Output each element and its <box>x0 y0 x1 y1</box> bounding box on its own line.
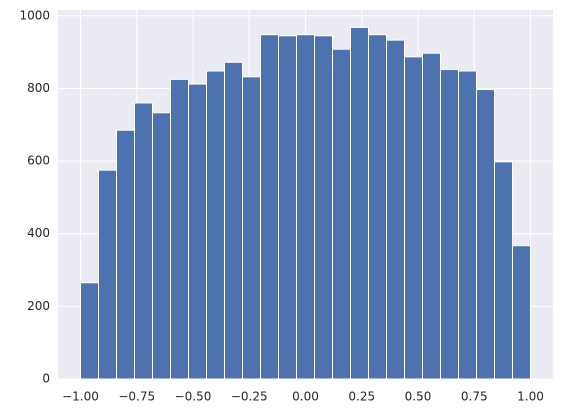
bar <box>116 129 135 380</box>
x-tick-label: 0.25 <box>348 390 375 404</box>
bar <box>404 56 423 380</box>
bar <box>314 35 333 380</box>
bar <box>458 70 477 380</box>
x-tick-label: −1.00 <box>62 390 99 404</box>
bar <box>422 52 441 380</box>
x-tick-label: 0.75 <box>461 390 488 404</box>
bar <box>386 39 405 380</box>
bar <box>80 282 99 380</box>
bar <box>188 83 207 380</box>
y-tick-label: 0 <box>42 372 50 386</box>
x-tick-label: 0.50 <box>405 390 432 404</box>
bar <box>476 89 495 380</box>
x-tick-label: −0.25 <box>231 390 268 404</box>
bar <box>152 112 171 380</box>
bar <box>206 70 225 380</box>
bar <box>368 34 387 380</box>
x-tick-label: 0.00 <box>292 390 319 404</box>
x-tick-label: 1.00 <box>517 390 544 404</box>
bar <box>350 26 369 380</box>
y-tick-label: 600 <box>27 154 50 168</box>
bar <box>512 245 531 380</box>
bar <box>224 61 243 380</box>
bar <box>440 69 459 380</box>
x-tick-label: −0.75 <box>118 390 155 404</box>
y-tick-label: 800 <box>27 81 50 95</box>
bar <box>98 169 117 380</box>
bar <box>260 34 279 380</box>
bar <box>296 34 315 380</box>
y-tick-label: 400 <box>27 226 50 240</box>
y-tick-label: 1000 <box>19 8 50 22</box>
bar <box>134 102 153 380</box>
bar <box>170 78 189 380</box>
bar <box>278 35 297 380</box>
bar <box>242 76 261 380</box>
bar <box>332 48 351 380</box>
y-tick-label: 200 <box>27 299 50 313</box>
bar <box>494 161 513 380</box>
x-tick-label: −0.50 <box>175 390 212 404</box>
